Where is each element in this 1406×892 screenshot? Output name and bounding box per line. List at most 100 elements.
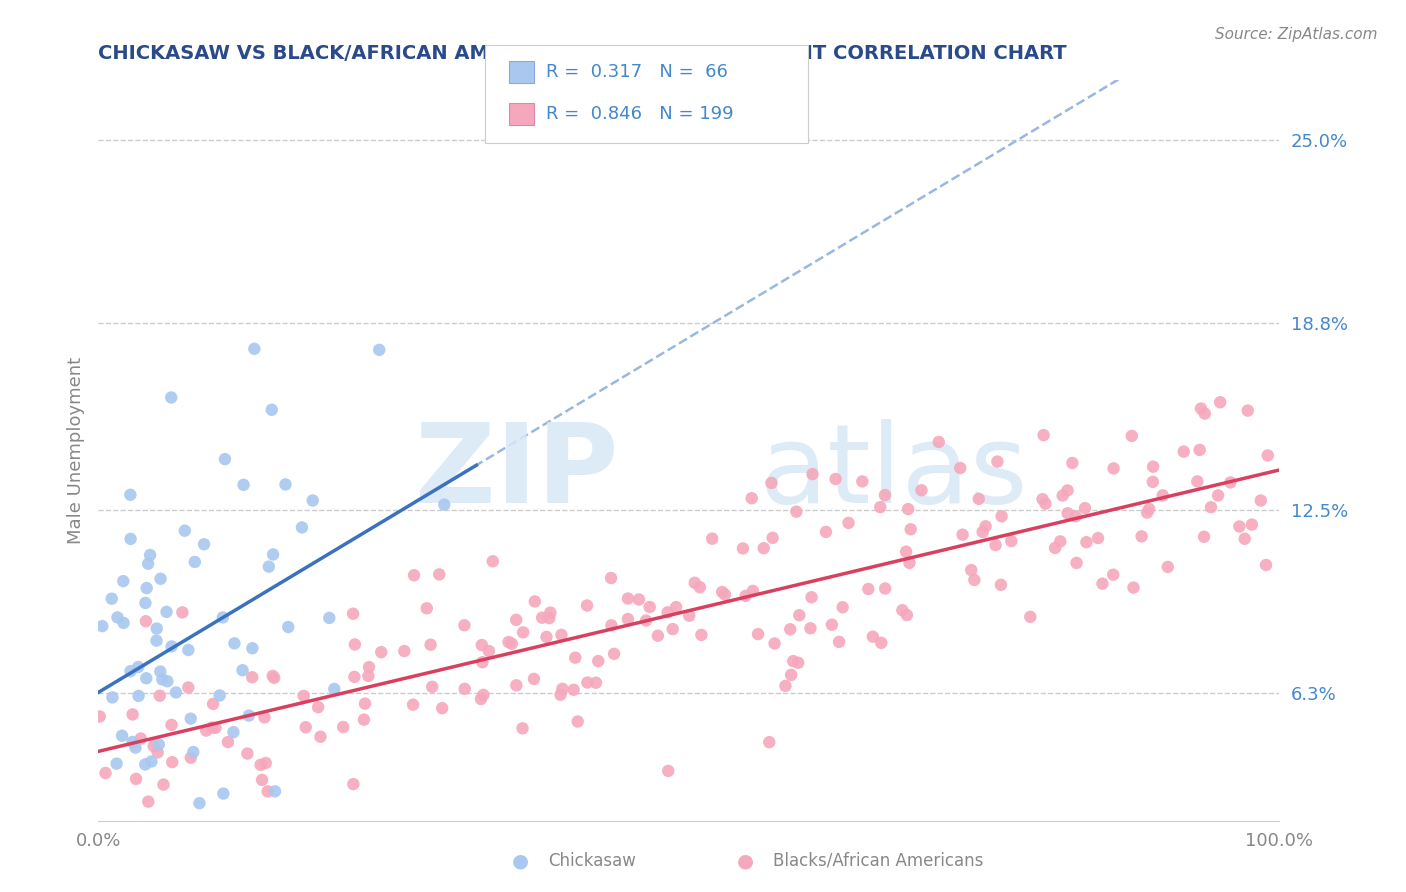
Point [236,747,259,761]
Point [1240,517,1263,532]
Point [734,589,756,603]
Point [1064,509,1087,524]
Point [262,548,284,562]
Point [129,731,152,746]
Point [690,628,713,642]
Point [180,712,202,726]
Point [1142,459,1164,474]
Point [1157,560,1180,574]
Point [1000,534,1022,549]
Point [801,467,824,482]
Point [243,342,266,356]
Point [627,592,650,607]
Point [121,735,143,749]
Point [120,532,142,546]
Point [146,745,169,759]
Point [263,671,285,685]
Point [101,690,124,705]
Point [897,502,920,516]
Point [1056,506,1078,520]
Point [512,625,534,640]
Point [984,538,1007,552]
Point [851,475,873,489]
Point [256,784,278,798]
Point [342,777,364,791]
Point [910,483,932,498]
Point [150,673,173,687]
Point [402,698,425,712]
Point [291,520,314,534]
Point [647,629,669,643]
Point [420,680,443,694]
Point [115,844,138,858]
Point [105,756,128,771]
Point [318,611,340,625]
Point [242,641,264,656]
Point [787,656,810,670]
Point [208,689,231,703]
Point [928,434,950,449]
Text: CHICKASAW VS BLACK/AFRICAN AMERICAN MALE UNEMPLOYMENT CORRELATION CHART: CHICKASAW VS BLACK/AFRICAN AMERICAN MALE… [98,45,1067,63]
Point [120,488,142,502]
Point [821,617,844,632]
Point [780,668,803,682]
Point [357,660,380,674]
Point [402,568,425,582]
Point [1187,475,1209,489]
Point [498,635,520,649]
Point [960,563,983,577]
Point [343,637,366,651]
Point [149,572,172,586]
Text: ZIP: ZIP [415,419,619,526]
Point [758,735,780,749]
Point [1076,535,1098,549]
Point [481,554,503,568]
Point [972,524,994,539]
Point [657,764,679,778]
Point [862,630,884,644]
Point [368,343,391,357]
Point [394,644,416,658]
Point [177,643,200,657]
Text: Blacks/African Americans: Blacks/African Americans [773,852,984,870]
Point [135,671,157,685]
Point [731,541,754,556]
Point [112,574,135,589]
Point [1209,395,1232,409]
Point [1019,610,1042,624]
Point [1031,492,1053,507]
Text: Source: ZipAtlas.com: Source: ZipAtlas.com [1215,27,1378,42]
Point [1189,401,1212,416]
Point [761,475,783,490]
Point [1229,519,1251,533]
Point [172,606,194,620]
Point [678,608,700,623]
Point [249,757,271,772]
Point [550,688,572,702]
Text: Chickasaw: Chickasaw [548,852,637,870]
Point [149,665,172,679]
Point [894,544,917,558]
Point [683,575,706,590]
Point [665,600,688,615]
Point [353,713,375,727]
Point [184,555,207,569]
Point [1102,461,1125,475]
Point [453,618,475,632]
Point [301,493,323,508]
Point [986,454,1008,468]
Point [891,603,914,617]
Point [1087,531,1109,545]
Point [135,614,157,628]
Point [752,541,775,556]
Point [232,478,254,492]
Point [264,784,287,798]
Point [550,628,572,642]
Point [214,452,236,467]
Point [250,772,273,787]
Point [357,669,380,683]
Point [617,591,640,606]
Point [160,640,183,654]
Point [900,522,922,536]
Point [661,622,683,636]
